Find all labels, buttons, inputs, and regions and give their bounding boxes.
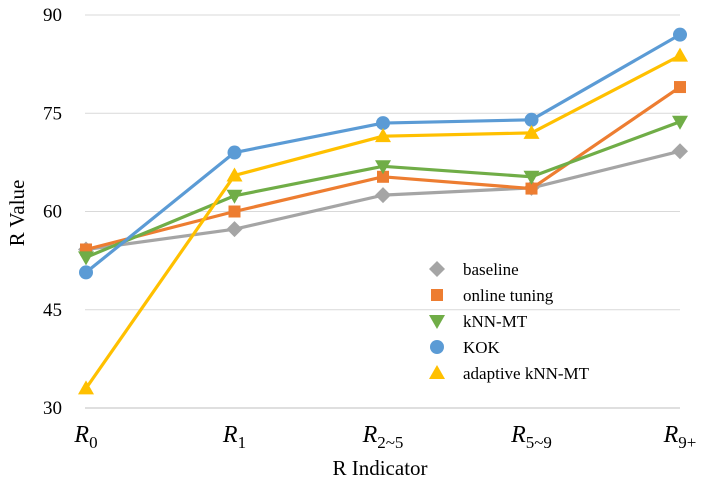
legend-marker (429, 365, 445, 379)
y-tick-label: 60 (43, 202, 62, 223)
data-point (674, 81, 686, 94)
data-point (672, 115, 688, 130)
data-point (523, 170, 540, 185)
x-tick-label: R2~5 (362, 422, 404, 452)
data-point (375, 128, 391, 143)
data-point (673, 27, 687, 42)
legend-marker (431, 289, 443, 301)
data-point (377, 170, 389, 183)
data-point (79, 265, 93, 280)
data-point (525, 182, 538, 195)
legend-marker (430, 340, 444, 354)
y-tick-labels: 30 45 60 75 90 (43, 5, 62, 419)
legend-label: KOK (463, 338, 501, 357)
data-point (226, 221, 243, 238)
data-point (672, 47, 688, 62)
x-tick-label: R5~9 (510, 422, 552, 452)
data-point (375, 160, 391, 175)
legend-item: online tuning (431, 286, 554, 305)
y-tick-label: 90 (43, 5, 62, 26)
x-tick-label: R1 (222, 422, 246, 452)
x-tick-label: R0 (73, 422, 97, 452)
y-tick-label: 30 (43, 398, 62, 419)
data-point (375, 187, 391, 204)
legend-marker (429, 315, 445, 329)
series-kok (79, 27, 687, 280)
legend-marker (429, 261, 445, 277)
series-knn-mt (78, 115, 688, 266)
data-point (524, 112, 539, 127)
data-point (78, 380, 94, 395)
legend-item: adaptive kNN-MT (429, 364, 590, 383)
gridlines (85, 14, 680, 409)
legend-label: kNN-MT (463, 312, 528, 331)
legend-label: adaptive kNN-MT (463, 364, 590, 383)
legend-item: kNN-MT (429, 312, 528, 331)
series-adaptive-knn-mt (78, 47, 688, 395)
x-tick-label: R9+ (663, 422, 697, 452)
legend-item: baseline (429, 260, 519, 279)
legend: baseline online tuning kNN-MT KOK adaptive k… (429, 260, 590, 383)
y-tick-label: 75 (43, 103, 62, 124)
y-axis-title: R Value (5, 180, 29, 247)
x-axis-title: R Indicator (332, 456, 427, 480)
data-point (226, 167, 243, 182)
data-point (523, 124, 540, 139)
y-tick-label: 45 (43, 300, 62, 321)
data-point (228, 205, 241, 218)
legend-item: KOK (430, 338, 501, 357)
legend-label: online tuning (463, 286, 554, 305)
series-group (78, 27, 688, 395)
data-point (226, 189, 243, 204)
data-point (376, 116, 390, 131)
x-tick-labels: R0 R1 R2~5 R5~9 R9+ (73, 422, 696, 452)
legend-label: baseline (463, 260, 519, 279)
data-point (672, 143, 688, 160)
data-point (227, 145, 242, 160)
data-point (78, 251, 94, 266)
